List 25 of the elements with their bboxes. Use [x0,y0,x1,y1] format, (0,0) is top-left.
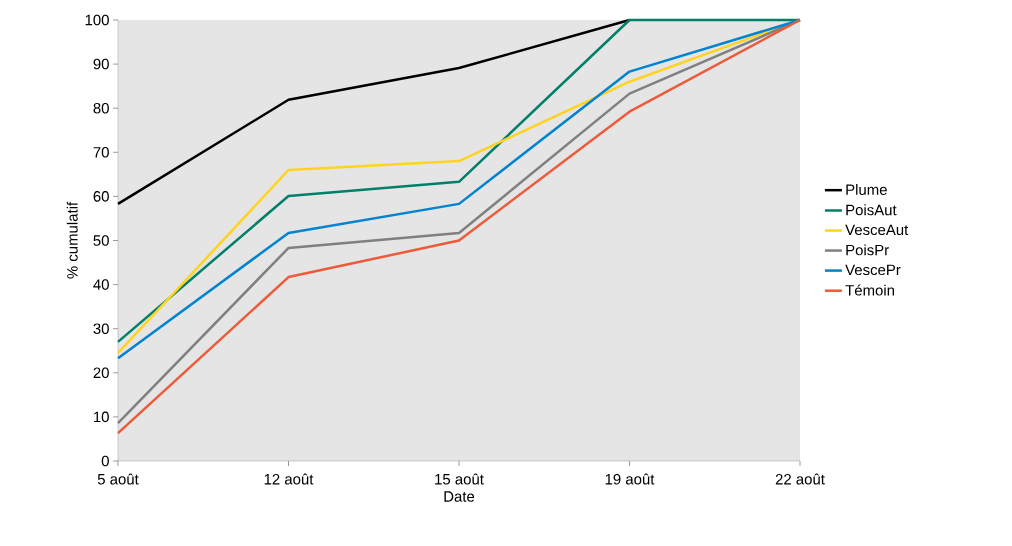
y-axis-title: % cumulatif [66,201,78,279]
legend-label: VescePr [845,264,901,276]
x-tick-label: 19 août [605,473,655,485]
y-tick-label: 90 [93,58,109,70]
y-tick-label: 80 [93,102,109,114]
y-tick-label: 0 [101,455,109,467]
line-series [116,18,631,206]
y-tick-label: 60 [93,191,109,202]
legend-label: Plume [846,184,887,195]
y-tick-label: 20 [93,367,109,379]
legend-label: Témoin [845,284,895,296]
y-tick-label: 100 [85,14,109,26]
x-tick-label: 22 août [775,473,825,485]
legend-label: PoisAut [846,204,897,216]
x-axis-title: Date [444,491,475,502]
y-tick-label: 10 [94,411,109,423]
y-tick-label: 30 [93,323,109,334]
y-tick-label: 70 [93,146,109,158]
legend-label: VesceAut [845,224,909,236]
x-tick-label: 15 août [435,473,484,485]
y-tick-label: 50 [93,235,109,246]
y-tick-label: 40 [93,279,109,290]
x-tick-label: 5 août [97,473,139,485]
x-tick-label: 12 août [264,473,314,485]
legend-label: PoisPr [846,244,889,256]
